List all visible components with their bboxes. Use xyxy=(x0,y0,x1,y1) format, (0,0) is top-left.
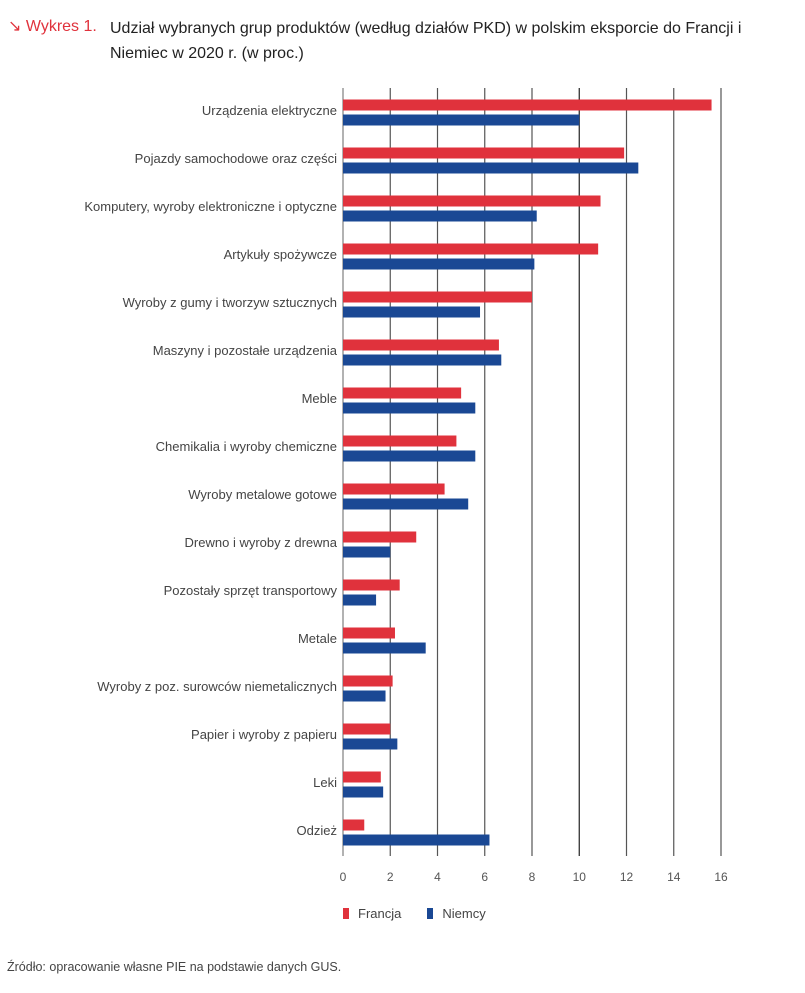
x-tick-label: 16 xyxy=(714,870,728,884)
bar-niemcy xyxy=(343,594,377,606)
category-label: Pojazdy samochodowe oraz części xyxy=(134,151,337,166)
bar-francja xyxy=(343,195,601,207)
bar-francja xyxy=(343,819,365,831)
bar-francja xyxy=(343,291,532,303)
bar-niemcy xyxy=(343,162,639,174)
bar-niemcy xyxy=(343,498,469,510)
bar-francja xyxy=(343,435,457,447)
bar-niemcy xyxy=(343,402,476,414)
bar-niemcy xyxy=(343,258,535,270)
bar-niemcy xyxy=(343,690,386,702)
category-label: Leki xyxy=(313,775,337,790)
bar-niemcy xyxy=(343,834,490,846)
bar-francja xyxy=(343,627,395,639)
bar-francja xyxy=(343,723,391,735)
bar-francja xyxy=(343,675,393,687)
legend-item-francja: Francja xyxy=(343,906,401,921)
bar-niemcy xyxy=(343,642,426,654)
category-label: Wyroby z poz. surowców niemetalicznych xyxy=(97,679,337,694)
category-label: Metale xyxy=(297,631,337,646)
source-note: Źródło: opracowanie własne PIE na podsta… xyxy=(7,960,342,974)
category-label: Artykuły spożywcze xyxy=(223,247,337,262)
category-label: Papier i wyroby z papieru xyxy=(191,727,337,742)
category-label: Urządzenia elektryczne xyxy=(201,103,337,118)
bar-niemcy xyxy=(343,354,502,366)
bar-niemcy xyxy=(343,450,476,462)
category-label: Meble xyxy=(301,391,337,406)
category-label: Pozostały sprzęt transportowy xyxy=(163,583,337,598)
x-tick-label: 0 xyxy=(340,870,347,884)
legend-swatch-francja xyxy=(343,908,349,919)
category-label: Maszyny i pozostałe urządzenia xyxy=(152,343,337,358)
x-tick-label: 6 xyxy=(481,870,488,884)
x-tick-label: 14 xyxy=(667,870,681,884)
bar-niemcy xyxy=(343,210,537,222)
bar-niemcy xyxy=(343,738,398,750)
bar-francja xyxy=(343,387,462,399)
x-tick-label: 2 xyxy=(387,870,394,884)
legend-label-niemcy: Niemcy xyxy=(442,906,486,921)
legend-swatch-niemcy xyxy=(427,908,434,919)
x-tick-label: 10 xyxy=(573,870,587,884)
bar-francja xyxy=(343,579,400,591)
bar-niemcy xyxy=(343,546,391,558)
figure-label: ↘ Wykres 1. xyxy=(8,18,97,35)
bar-chart: 0 2 4 6 8 10 12 14 16 xyxy=(340,88,728,884)
bar-francja xyxy=(343,147,625,159)
bar-niemcy xyxy=(343,786,384,798)
category-label: Drewno i wyroby z drewna xyxy=(184,535,337,550)
bar-niemcy xyxy=(343,114,580,126)
category-label: Komputery, wyroby elektroniczne i optycz… xyxy=(84,199,337,214)
bar-francja xyxy=(343,771,381,783)
category-label: Chemikalia i wyroby chemiczne xyxy=(155,439,337,454)
category-label: Odzież xyxy=(296,823,337,838)
category-label: Wyroby metalowe gotowe xyxy=(188,487,337,502)
bar-francja xyxy=(343,99,712,111)
legend: Francja Niemcy xyxy=(343,906,486,921)
bar-francja xyxy=(343,243,599,255)
category-label: Wyroby z gumy i tworzyw sztucznych xyxy=(122,295,337,310)
x-axis-ticks: 0 2 4 6 8 10 12 14 16 xyxy=(340,870,728,884)
bar-francja xyxy=(343,483,445,495)
x-tick-label: 8 xyxy=(529,870,536,884)
bar-niemcy xyxy=(343,306,481,318)
legend-item-niemcy: Niemcy xyxy=(427,906,486,921)
x-tick-label: 4 xyxy=(434,870,441,884)
x-tick-label: 12 xyxy=(620,870,634,884)
bar-francja xyxy=(343,531,417,543)
bars xyxy=(343,99,712,846)
legend-label-francja: Francja xyxy=(358,906,402,921)
chart-title: Udział wybranych grup produktów (według … xyxy=(110,20,742,62)
bar-francja xyxy=(343,339,499,351)
